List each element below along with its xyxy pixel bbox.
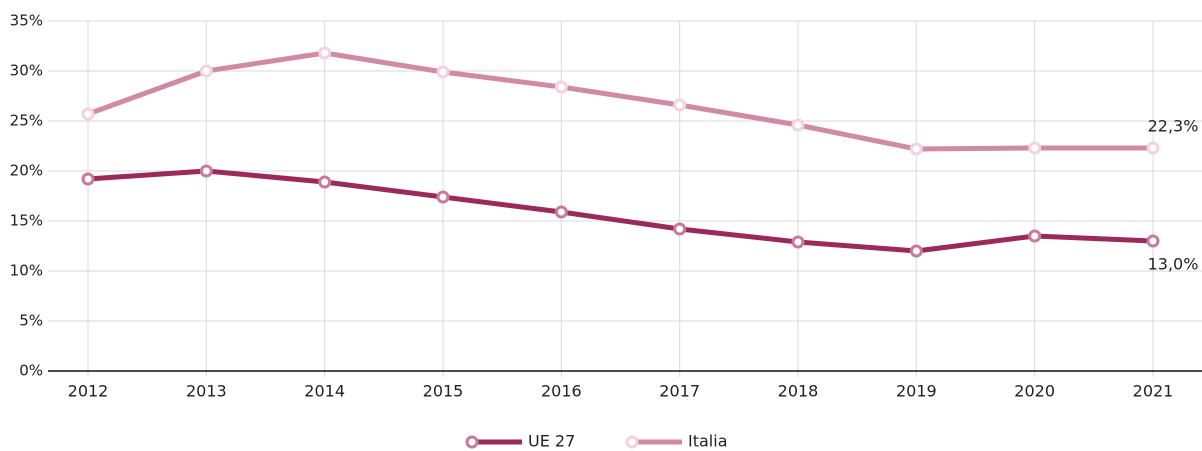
legend-marker [465,435,479,449]
legend-label: Italia [688,432,728,451]
x-tick-label: 2020 [1014,382,1055,401]
data-point [554,80,568,94]
data-point [81,172,95,186]
data-point [436,190,450,204]
x-tick-label: 2012 [68,382,109,401]
data-point [318,46,332,60]
y-tick-label: 25% [10,112,43,130]
y-tick-label: 15% [10,212,43,230]
legend-marker [625,435,639,449]
data-point [673,98,687,112]
x-tick-label: 2013 [186,382,227,401]
data-point [81,107,95,121]
data-point [1028,141,1042,155]
x-tick-label: 2017 [659,382,700,401]
y-tick-label: 5% [19,312,43,330]
y-tick-label: 10% [10,262,43,280]
x-tick-label: 2014 [304,382,345,401]
x-tick-label: 2021 [1133,382,1174,401]
data-point [909,142,923,156]
data-point [1146,234,1160,248]
data-point [909,244,923,258]
x-tick-label: 2016 [541,382,582,401]
x-tick-label: 2018 [778,382,819,401]
x-tick-label: 2019 [896,382,937,401]
x-tick-label: 2015 [423,382,464,401]
data-point [318,175,332,189]
data-point [199,64,213,78]
data-point [791,118,805,132]
legend-label: UE 27 [528,432,575,451]
data-point [791,235,805,249]
data-point [1028,229,1042,243]
y-tick-label: 20% [10,162,43,180]
data-point [673,222,687,236]
y-tick-label: 30% [10,62,43,80]
series-line [87,168,1154,254]
series-line [87,50,1153,152]
data-label: 22,3% [1148,117,1199,136]
data-point [436,65,450,79]
y-tick-label: 0% [19,362,43,380]
data-point [1146,141,1160,155]
data-point [554,205,568,219]
data-point [199,164,213,178]
data-label: 13,0% [1148,255,1199,274]
y-tick-label: 35% [10,12,43,30]
